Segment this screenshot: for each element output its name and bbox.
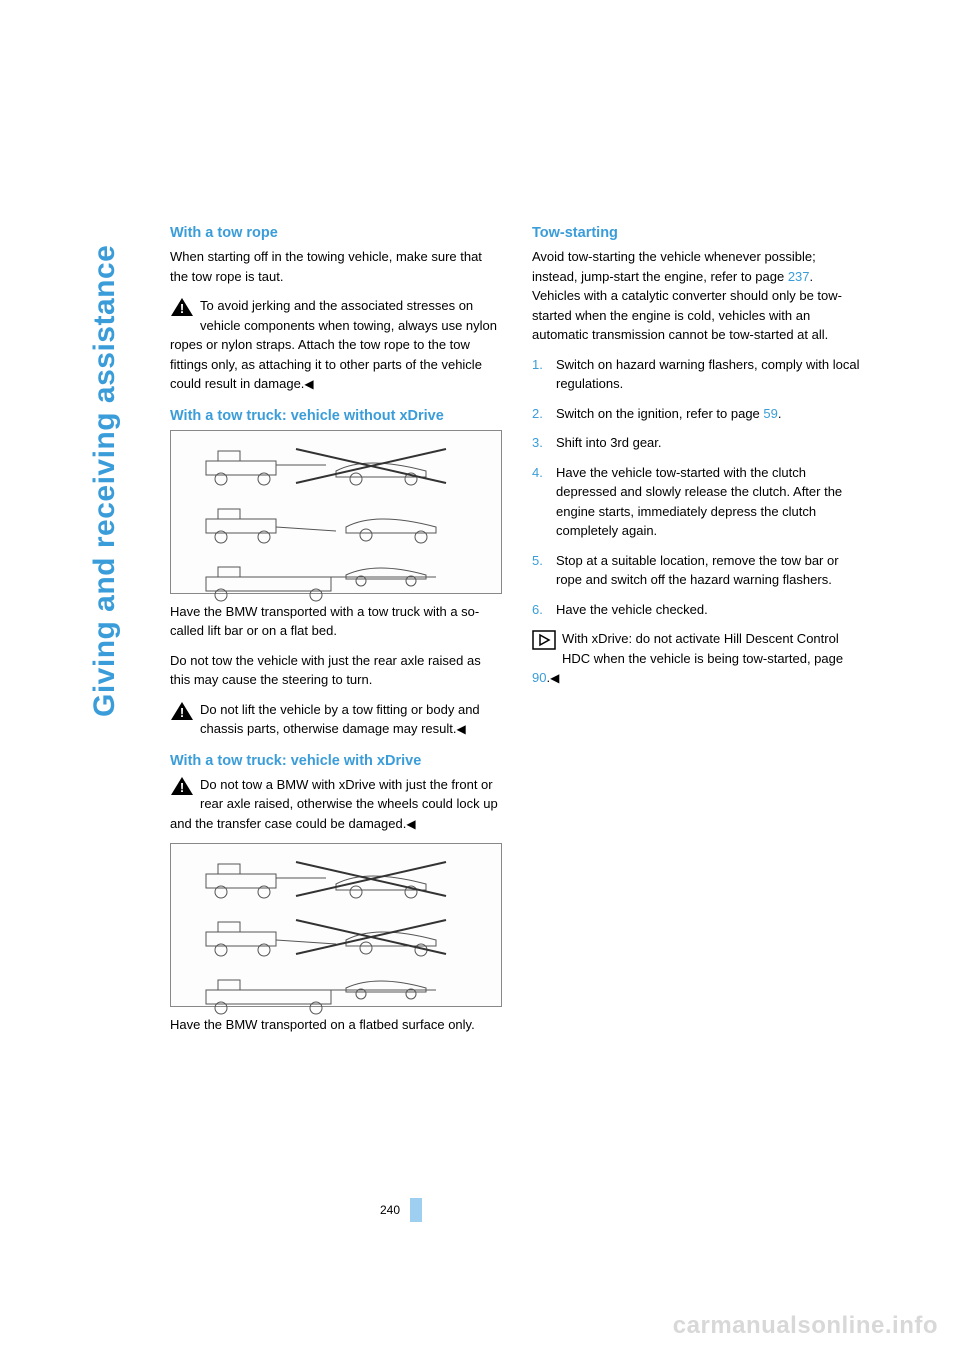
warning-note: ! To avoid jerking and the associated st… — [170, 296, 502, 394]
end-mark-icon: ◀ — [550, 669, 559, 687]
warning-icon: ! — [170, 776, 194, 796]
figure-no-xdrive — [170, 430, 502, 594]
paragraph: Do not tow the vehicle with just the rea… — [170, 651, 502, 690]
warning-note: ! Do not tow a BMW with xDrive with just… — [170, 775, 502, 834]
steps-list: 1.Switch on hazard warning flashers, com… — [532, 355, 864, 620]
truck-illustration — [196, 443, 476, 489]
paragraph: Avoid tow-starting the vehicle whenever … — [532, 247, 864, 345]
info-note: With xDrive: do not activate Hill Descen… — [532, 629, 864, 688]
step-item: 3.Shift into 3rd gear. — [532, 433, 864, 453]
truck-illustration — [196, 914, 476, 960]
section-sidebar-label: Giving and receiving assistance — [88, 245, 122, 717]
watermark: carmanualsonline.info — [673, 1312, 938, 1340]
paragraph: When starting off in the towing vehicle,… — [170, 247, 502, 286]
step-item: 2.Switch on the ignition, refer to page … — [532, 404, 864, 424]
end-mark-icon: ◀ — [406, 815, 415, 833]
warning-icon: ! — [170, 701, 194, 721]
warning-text: Do not tow a BMW with xDrive with just t… — [170, 777, 498, 831]
truck-illustration — [196, 501, 476, 547]
page-ref-link[interactable]: 90 — [532, 670, 546, 685]
right-column: Tow-starting Avoid tow-starting the vehi… — [532, 225, 864, 1045]
warning-icon: ! — [170, 297, 194, 317]
svg-text:!: ! — [180, 705, 184, 720]
warning-note: ! Do not lift the vehicle by a tow fitti… — [170, 700, 502, 739]
step-item: 5.Stop at a suitable location, remove th… — [532, 551, 864, 590]
page-number: 240 — [380, 1198, 422, 1222]
heading-tow-truck-no-xdrive: With a tow truck: vehicle without xDrive — [170, 408, 502, 424]
page-ref-link[interactable]: 59 — [763, 406, 777, 421]
svg-text:!: ! — [180, 780, 184, 795]
warning-text: Do not lift the vehicle by a tow fitting… — [200, 702, 480, 737]
page-content: With a tow rope When starting off in the… — [170, 225, 865, 1045]
info-icon — [532, 630, 556, 650]
step-item: 4.Have the vehicle tow-started with the … — [532, 463, 864, 541]
heading-tow-starting: Tow-starting — [532, 225, 864, 241]
page-ref-link[interactable]: 237 — [788, 269, 810, 284]
end-mark-icon: ◀ — [457, 720, 466, 738]
truck-illustration — [196, 856, 476, 902]
truck-illustration — [196, 559, 476, 605]
step-item: 6.Have the vehicle checked. — [532, 600, 864, 620]
step-item: 1.Switch on hazard warning flashers, com… — [532, 355, 864, 394]
page-tab-marker — [410, 1198, 422, 1222]
figure-with-xdrive — [170, 843, 502, 1007]
end-mark-icon: ◀ — [304, 375, 313, 393]
info-text: With xDrive: do not activate Hill Descen… — [562, 631, 843, 666]
left-column: With a tow rope When starting off in the… — [170, 225, 502, 1045]
svg-text:!: ! — [180, 301, 184, 316]
warning-text: To avoid jerking and the associated stre… — [170, 298, 497, 391]
heading-tow-truck-with-xdrive: With a tow truck: vehicle with xDrive — [170, 753, 502, 769]
truck-illustration — [196, 972, 476, 1018]
heading-tow-rope: With a tow rope — [170, 225, 502, 241]
